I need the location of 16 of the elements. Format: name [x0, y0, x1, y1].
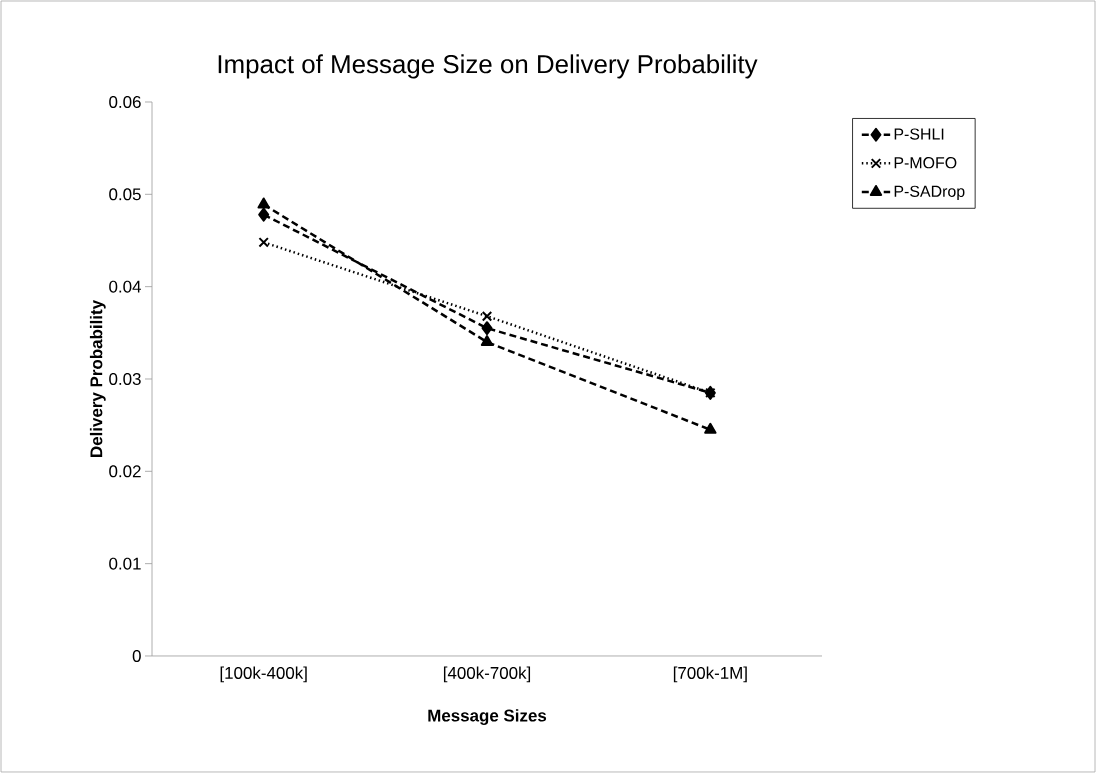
y-tick-label: 0.03: [109, 372, 141, 385]
x-tick-label: [100k-400k]: [220, 666, 307, 683]
y-tick-label: 0: [132, 649, 141, 662]
x-tick-label: [700k-1M]: [673, 666, 747, 683]
y-tick-label: 0.02: [109, 465, 141, 478]
legend-label: P-SADrop: [894, 185, 965, 201]
y-tick-label: 0.04: [109, 280, 141, 293]
legend-label: P-MOFO: [894, 157, 957, 169]
legend-label: P-SHLI: [894, 128, 944, 140]
y-tick-label: 0.06: [109, 95, 141, 108]
x-axis-title: Message Sizes: [428, 709, 547, 725]
y-tick-label: 0.05: [109, 188, 141, 201]
y-tick-label: 0.01: [109, 557, 141, 570]
x-tick-label: [400k-700k]: [443, 666, 531, 683]
chart-title: Impact of Message Size on Delivery Probability: [218, 54, 758, 79]
y-axis-title: Delivery Probability: [89, 300, 106, 457]
